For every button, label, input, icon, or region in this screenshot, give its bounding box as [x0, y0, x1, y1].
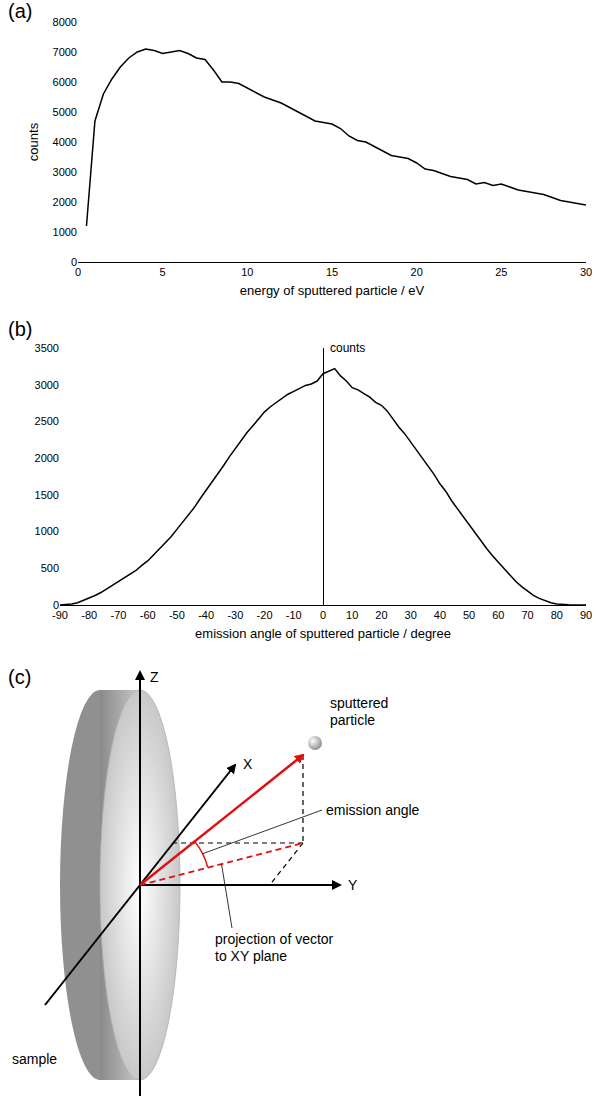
svg-text:500: 500 — [41, 562, 59, 574]
svg-text:emission angle: emission angle — [326, 802, 420, 818]
svg-text:60: 60 — [492, 609, 504, 621]
svg-text:20: 20 — [375, 609, 387, 621]
svg-text:projection of vectorto XY plan: projection of vectorto XY plane — [215, 931, 334, 964]
svg-text:8000: 8000 — [53, 16, 77, 28]
svg-text:emission angle of sputtered pa: emission angle of sputtered particle / d… — [195, 626, 451, 641]
svg-text:2500: 2500 — [35, 415, 59, 427]
svg-text:1000: 1000 — [53, 226, 77, 238]
svg-text:(c): (c) — [8, 666, 31, 688]
svg-text:0: 0 — [75, 266, 81, 278]
svg-text:7000: 7000 — [53, 46, 77, 58]
svg-text:counts: counts — [330, 341, 365, 355]
svg-text:3000: 3000 — [53, 166, 77, 178]
svg-text:-10: -10 — [286, 609, 302, 621]
svg-text:3500: 3500 — [35, 342, 59, 354]
svg-text:6000: 6000 — [53, 76, 77, 88]
html-text:(b): (b) — [8, 318, 33, 340]
svg-text:70: 70 — [521, 609, 533, 621]
svg-text:Z: Z — [150, 669, 159, 685]
svg-text:3000: 3000 — [35, 379, 59, 391]
svg-text:2000: 2000 — [35, 452, 59, 464]
svg-text:90: 90 — [580, 609, 592, 621]
svg-text:5000: 5000 — [53, 106, 77, 118]
svg-text:-50: -50 — [169, 609, 185, 621]
svg-text:10: 10 — [346, 609, 358, 621]
svg-text:counts: counts — [26, 122, 41, 161]
svg-text:50: 50 — [463, 609, 475, 621]
svg-text:5: 5 — [160, 266, 166, 278]
svg-text:-90: -90 — [52, 609, 68, 621]
svg-text:sample: sample — [12, 1051, 57, 1067]
svg-text:15: 15 — [326, 266, 338, 278]
svg-text:-60: -60 — [140, 609, 156, 621]
svg-text:-40: -40 — [198, 609, 214, 621]
svg-text:-30: -30 — [227, 609, 243, 621]
svg-text:sputteredparticle: sputteredparticle — [330, 695, 388, 728]
svg-text:energy of sputtered particle /: energy of sputtered particle / eV — [240, 283, 425, 298]
svg-text:-20: -20 — [257, 609, 273, 621]
svg-text:2000: 2000 — [53, 196, 77, 208]
svg-text:40: 40 — [434, 609, 446, 621]
svg-text:-70: -70 — [110, 609, 126, 621]
svg-text:1500: 1500 — [35, 489, 59, 501]
svg-text:X: X — [243, 756, 253, 772]
svg-text:1000: 1000 — [35, 525, 59, 537]
svg-text:-80: -80 — [81, 609, 97, 621]
svg-text:10: 10 — [241, 266, 253, 278]
svg-text:25: 25 — [495, 266, 507, 278]
svg-text:0: 0 — [53, 599, 59, 611]
svg-text:30: 30 — [580, 266, 592, 278]
svg-text:0: 0 — [320, 609, 326, 621]
svg-text:80: 80 — [551, 609, 563, 621]
svg-text:0: 0 — [71, 256, 77, 268]
html-text:(a): (a) — [8, 0, 33, 22]
svg-text:4000: 4000 — [53, 136, 77, 148]
svg-text:20: 20 — [411, 266, 423, 278]
svg-text:Y: Y — [348, 877, 358, 893]
svg-text:30: 30 — [405, 609, 417, 621]
